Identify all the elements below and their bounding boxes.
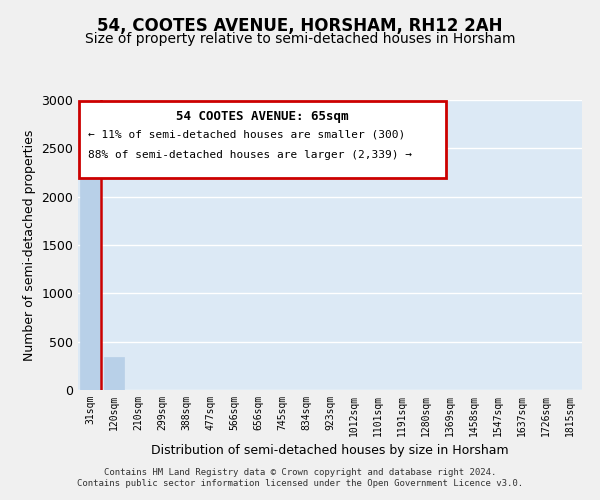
Text: Contains HM Land Registry data © Crown copyright and database right 2024.
Contai: Contains HM Land Registry data © Crown c… <box>77 468 523 487</box>
Text: Size of property relative to semi-detached houses in Horsham: Size of property relative to semi-detach… <box>85 32 515 46</box>
Bar <box>80 166 100 390</box>
Bar <box>104 357 124 390</box>
Text: ← 11% of semi-detached houses are smaller (300): ← 11% of semi-detached houses are smalle… <box>88 130 405 140</box>
X-axis label: Distribution of semi-detached houses by size in Horsham: Distribution of semi-detached houses by … <box>151 444 509 458</box>
Text: 54 COOTES AVENUE: 65sqm: 54 COOTES AVENUE: 65sqm <box>176 110 349 122</box>
Text: 54, COOTES AVENUE, HORSHAM, RH12 2AH: 54, COOTES AVENUE, HORSHAM, RH12 2AH <box>97 18 503 36</box>
Text: 88% of semi-detached houses are larger (2,339) →: 88% of semi-detached houses are larger (… <box>88 150 412 160</box>
Y-axis label: Number of semi-detached properties: Number of semi-detached properties <box>23 130 36 360</box>
